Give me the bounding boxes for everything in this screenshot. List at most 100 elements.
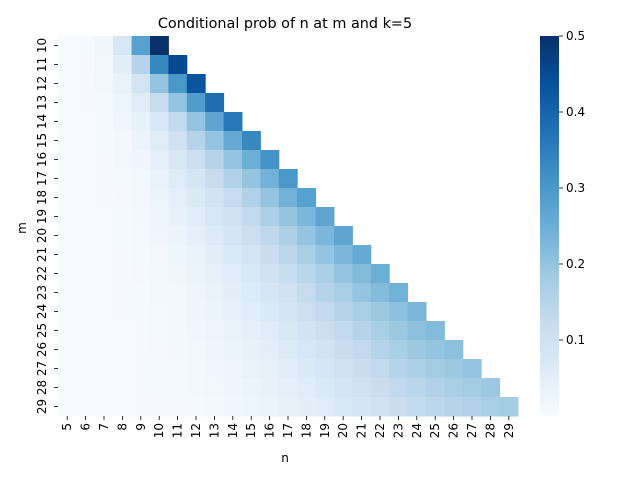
heatmap-cell (76, 321, 96, 341)
heatmap-cell (223, 359, 243, 379)
heatmap-cell (113, 131, 133, 151)
heatmap-cell (426, 321, 445, 341)
heatmap-cell (297, 397, 317, 417)
heatmap-cell (58, 169, 77, 189)
heatmap-cell (278, 340, 298, 360)
heatmap-cell (278, 397, 298, 417)
heatmap-cell (94, 226, 114, 246)
heatmap-cell (260, 340, 280, 360)
x-tick-label: 6 (79, 423, 93, 431)
heatmap-cell (76, 169, 96, 189)
x-tick-label: 21 (355, 423, 369, 438)
colorbar-tick-label: 0.1 (566, 333, 585, 347)
x-tick-label: 10 (152, 423, 166, 438)
heatmap-cell (334, 226, 353, 246)
colorbar-tick-label: 0.2 (566, 257, 585, 271)
heatmap-cell (58, 55, 77, 75)
y-axis: 10 11 12 13 14 15 16 17 18 19 20 21 22 23 24 25 26 27 28 29 (35, 38, 58, 414)
heatmap-cell (131, 302, 151, 322)
heatmap-cell (168, 169, 188, 189)
heatmap-cell (58, 36, 77, 56)
heatmap-cell (131, 378, 151, 398)
x-axis-label: n (281, 451, 289, 465)
heatmap-cell (223, 340, 243, 360)
heatmap-cell (260, 188, 280, 208)
heatmap-cell (242, 169, 261, 189)
heatmap-cell (58, 93, 77, 113)
heatmap-cell (242, 378, 261, 398)
heatmap-cell (334, 340, 353, 360)
heatmap-cell (499, 397, 519, 417)
y-tick-label: 12 (35, 76, 49, 91)
heatmap-cell (186, 302, 206, 322)
heatmap-cell (352, 397, 372, 417)
heatmap-cell (186, 150, 206, 170)
heatmap-cell (150, 169, 169, 189)
heatmap-cell (205, 302, 225, 322)
heatmap-cell (242, 245, 261, 265)
heatmap-cell (297, 226, 317, 246)
heatmap-cell (113, 207, 133, 227)
heatmap-cell (168, 340, 188, 360)
y-tick-label: 15 (35, 133, 49, 148)
heatmap-cell (113, 378, 133, 398)
heatmap-cell (76, 188, 96, 208)
heatmap-cell (278, 169, 298, 189)
heatmap-cell (186, 321, 206, 341)
y-tick-label: 25 (35, 323, 49, 338)
heatmap-cell (150, 74, 169, 94)
heatmap-cell (76, 36, 96, 56)
heatmap-cell (94, 283, 114, 303)
heatmap-cell (168, 188, 188, 208)
heatmap-cell (278, 283, 298, 303)
y-tick-label: 14 (35, 114, 49, 129)
heatmap-cell (150, 340, 169, 360)
heatmap-cell (223, 169, 243, 189)
heatmap-cell (131, 169, 151, 189)
heatmap-cell (150, 112, 169, 132)
heatmap-cell (278, 359, 298, 379)
x-tick-label: 25 (428, 423, 442, 438)
heatmap-cell (168, 264, 188, 284)
heatmap-cell (113, 74, 133, 94)
x-axis: 5 6 7 8 9 10 11 12 13 14 15 16 17 18 19 20 21 22 23 24 25 26 2… (60, 416, 516, 438)
heatmap-cell (150, 302, 169, 322)
heatmap-cell (76, 150, 96, 170)
heatmap-cell (150, 150, 169, 170)
heatmap-cell (186, 169, 206, 189)
heatmap-cell (76, 207, 96, 227)
heatmap-cell (242, 359, 261, 379)
heatmap-cell (94, 150, 114, 170)
heatmap-cell (389, 302, 409, 322)
heatmap-cell (297, 188, 317, 208)
heatmap-cell (352, 283, 372, 303)
heatmap-cell (186, 245, 206, 265)
heatmap-cell (352, 378, 372, 398)
heatmap-cell (260, 397, 280, 417)
y-tick-label: 17 (35, 171, 49, 186)
heatmap-cell (186, 359, 206, 379)
x-tick-label: 14 (226, 423, 240, 438)
heatmap-cell (444, 340, 464, 360)
heatmap-cell (481, 397, 501, 417)
heatmap-cell (131, 340, 151, 360)
heatmap-cell (242, 131, 261, 151)
heatmap-cell (407, 302, 427, 322)
heatmap-cell (76, 397, 96, 417)
heatmap-cell (205, 188, 225, 208)
heatmap-cell (444, 397, 464, 417)
heatmap-cell (315, 264, 335, 284)
heatmap-cell (370, 359, 390, 379)
heatmap-cell (58, 188, 77, 208)
y-tick-label: 27 (35, 361, 49, 376)
x-tick-label: 15 (244, 423, 258, 438)
heatmap-cell (334, 397, 353, 417)
heatmap-cell (278, 264, 298, 284)
heatmap-cell (76, 226, 96, 246)
y-tick-label: 19 (35, 209, 49, 224)
heatmap-cell (352, 340, 372, 360)
x-tick-label: 16 (263, 423, 277, 438)
heatmap-cell (242, 321, 261, 341)
heatmap-cell (168, 112, 188, 132)
heatmap-cell (168, 74, 188, 94)
